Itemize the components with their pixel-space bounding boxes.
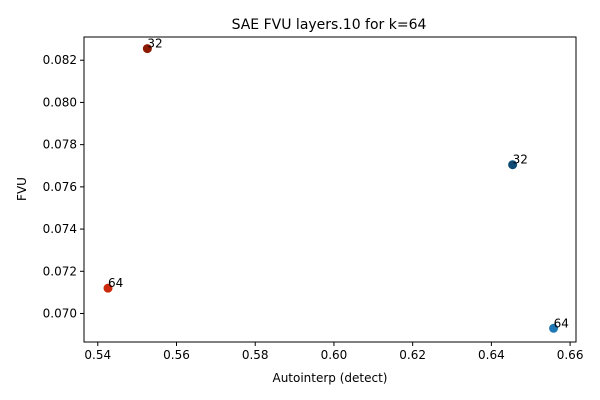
x-axis-ticks: 0.54 0.56 0.58 0.60 0.62 0.64 0.66 bbox=[84, 342, 583, 362]
x-tick-label: 0.66 bbox=[557, 348, 584, 362]
point-label: 32 bbox=[147, 37, 162, 51]
x-tick-label: 0.56 bbox=[163, 348, 190, 362]
chart-title: SAE FVU layers.10 for k=64 bbox=[232, 17, 427, 33]
y-axis-title: FVU bbox=[15, 177, 29, 201]
scatter-point bbox=[508, 160, 518, 170]
x-tick-label: 0.64 bbox=[478, 348, 505, 362]
scatter-point bbox=[142, 44, 152, 54]
y-tick-label: 0.076 bbox=[43, 180, 77, 194]
x-axis-title: Autointerp (detect) bbox=[272, 371, 387, 385]
y-tick-label: 0.074 bbox=[43, 222, 77, 236]
x-tick-label: 0.62 bbox=[399, 348, 426, 362]
x-tick-label: 0.54 bbox=[84, 348, 111, 362]
point-label: 64 bbox=[554, 316, 569, 330]
point-label: 64 bbox=[108, 276, 123, 290]
plot-area-frame bbox=[83, 36, 577, 343]
y-tick-label: 0.082 bbox=[43, 53, 77, 67]
y-tick-label: 0.078 bbox=[43, 138, 77, 152]
x-tick-label: 0.60 bbox=[321, 348, 348, 362]
point-label: 32 bbox=[513, 153, 528, 167]
y-tick-label: 0.072 bbox=[43, 264, 77, 278]
scatter-point bbox=[103, 283, 113, 293]
y-tick-label: 0.070 bbox=[43, 307, 77, 321]
x-tick-label: 0.58 bbox=[242, 348, 269, 362]
y-axis-ticks: 0.070 0.072 0.074 0.076 0.078 0.080 0.082 bbox=[43, 53, 84, 321]
scatter-point bbox=[549, 323, 559, 333]
plot-marks: 32 32 64 64 bbox=[103, 37, 569, 333]
y-tick-label: 0.080 bbox=[43, 95, 77, 109]
